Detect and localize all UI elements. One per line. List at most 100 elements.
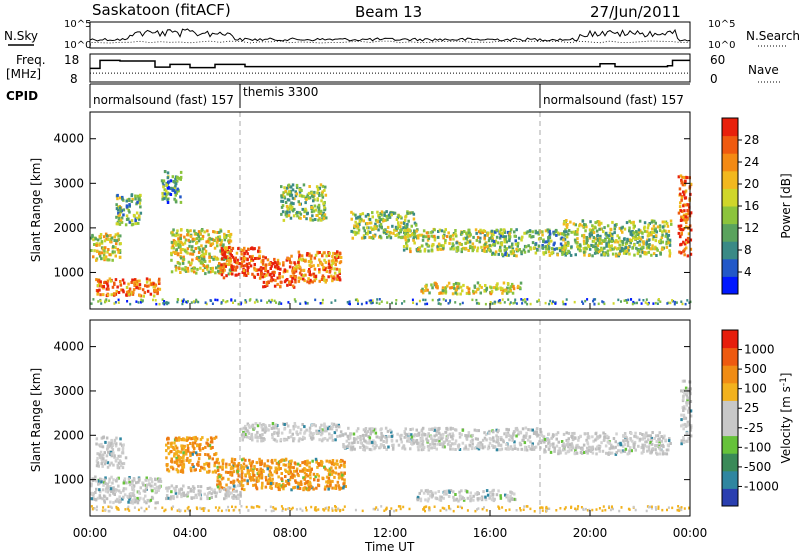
echo-cell bbox=[669, 219, 673, 223]
echo-cell bbox=[107, 450, 110, 454]
power-ytick-2: 2000 bbox=[53, 221, 84, 235]
echo-cell bbox=[563, 230, 566, 234]
echo-cell bbox=[679, 192, 682, 196]
echo-cell bbox=[618, 236, 621, 240]
echo-cell bbox=[524, 426, 528, 430]
echo-cell bbox=[132, 477, 136, 480]
echo-cell bbox=[246, 272, 250, 275]
echo-cell bbox=[291, 196, 295, 200]
echo-cell bbox=[257, 474, 261, 478]
echo-cell bbox=[259, 472, 262, 476]
echo-cell bbox=[531, 241, 535, 245]
echo-cell bbox=[318, 268, 321, 272]
echo-cell bbox=[668, 240, 672, 244]
echo-cell bbox=[99, 236, 102, 240]
echo-cell bbox=[418, 491, 421, 495]
echo-cell bbox=[607, 234, 611, 238]
echo-cell bbox=[103, 478, 106, 482]
echo-cell bbox=[96, 461, 100, 465]
echo-cell bbox=[199, 489, 202, 493]
echo-cell bbox=[472, 498, 475, 502]
echo-cell bbox=[314, 298, 317, 302]
echo-cell bbox=[567, 232, 570, 236]
echo-cell bbox=[425, 242, 428, 246]
echo-cell bbox=[191, 237, 195, 241]
echo-cell bbox=[165, 494, 169, 497]
echo-cell bbox=[424, 284, 427, 288]
echo-cell bbox=[583, 250, 586, 254]
echo-cell bbox=[100, 302, 103, 305]
echo-cell bbox=[308, 468, 311, 472]
echo-cell bbox=[507, 290, 510, 294]
echo-cell bbox=[501, 252, 504, 256]
echo-cell bbox=[439, 291, 442, 295]
echo-cell bbox=[642, 240, 645, 244]
echo-cell bbox=[298, 216, 301, 220]
echo-cell bbox=[111, 443, 115, 447]
echo-cell bbox=[325, 459, 328, 463]
echo-cell bbox=[199, 266, 202, 270]
echo-cell bbox=[480, 285, 483, 289]
echo-cell bbox=[605, 451, 608, 455]
echo-cell bbox=[570, 245, 573, 249]
echo-cell bbox=[318, 279, 321, 283]
echo-cell bbox=[282, 263, 285, 267]
echo-cell bbox=[248, 473, 251, 476]
echo-cell bbox=[636, 436, 639, 440]
date-label: 27/Jun/2011 bbox=[590, 3, 681, 21]
echo-cell bbox=[181, 267, 184, 271]
echo-cell bbox=[610, 244, 613, 248]
echo-cell bbox=[650, 220, 654, 224]
echo-cell bbox=[512, 287, 516, 291]
echo-cell bbox=[642, 242, 645, 246]
echo-cell bbox=[262, 259, 265, 262]
echo-cell bbox=[179, 200, 183, 204]
echo-cell bbox=[116, 197, 119, 201]
power-cb-tick-1: 24 bbox=[744, 155, 759, 169]
echo-cell bbox=[512, 430, 516, 434]
echo-cell bbox=[582, 302, 585, 305]
echo-cell bbox=[502, 440, 505, 444]
echo-cell bbox=[225, 259, 229, 263]
echo-cell bbox=[290, 254, 293, 258]
echo-cell bbox=[655, 230, 658, 234]
echo-cell bbox=[240, 476, 244, 480]
echo-cell bbox=[390, 213, 393, 217]
echo-cell bbox=[215, 491, 218, 495]
echo-cell bbox=[283, 186, 286, 190]
echo-cell bbox=[269, 466, 273, 470]
echo-cell bbox=[190, 469, 193, 473]
echo-cell bbox=[512, 251, 515, 255]
echo-cell bbox=[421, 238, 425, 242]
echo-cell bbox=[490, 232, 494, 236]
echo-cell bbox=[420, 489, 423, 493]
echo-cell bbox=[413, 433, 417, 437]
echo-cell bbox=[567, 241, 570, 245]
echo-cell bbox=[180, 460, 184, 464]
echo-cell bbox=[417, 248, 420, 252]
echo-cell bbox=[465, 232, 469, 236]
echo-cell bbox=[641, 235, 644, 239]
echo-cell bbox=[482, 229, 485, 233]
echo-cell bbox=[473, 245, 476, 249]
echo-cell bbox=[283, 427, 286, 431]
echo-cell bbox=[403, 431, 407, 435]
echo-cell bbox=[613, 231, 616, 235]
echo-cell bbox=[465, 237, 468, 241]
echo-cell bbox=[269, 279, 273, 282]
echo-cell bbox=[148, 278, 151, 282]
echo-cell bbox=[231, 268, 234, 272]
power-cb-swatch-5 bbox=[722, 188, 738, 207]
echo-cell bbox=[170, 251, 173, 255]
echo-cell bbox=[460, 489, 463, 493]
echo-cell bbox=[404, 224, 407, 228]
echo-cell bbox=[432, 243, 435, 247]
echo-cell bbox=[684, 179, 687, 183]
echo-cell bbox=[225, 490, 229, 494]
echo-cell bbox=[382, 440, 385, 443]
echo-cell bbox=[159, 480, 163, 483]
echo-cell bbox=[428, 490, 431, 494]
echo-cell bbox=[555, 432, 558, 436]
echo-cell bbox=[564, 246, 567, 250]
echo-cell bbox=[267, 479, 270, 483]
